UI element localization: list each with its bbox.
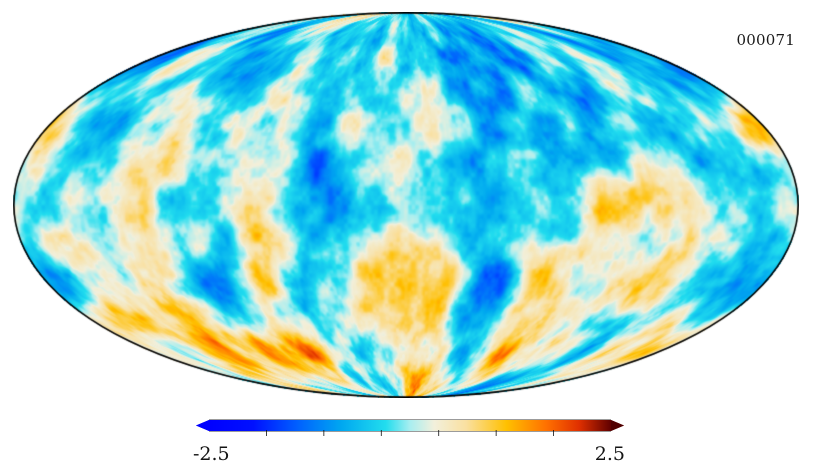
colorbar: -2.5 2.5 — [193, 418, 625, 474]
mollweide-map-canvas — [13, 12, 799, 398]
colorbar-gradient — [196, 418, 624, 444]
colorbar-max-label: 2.5 — [594, 443, 625, 465]
colorbar-min-label: -2.5 — [193, 443, 230, 465]
sky-map — [13, 12, 799, 398]
corner-label: 000071 — [736, 31, 795, 49]
